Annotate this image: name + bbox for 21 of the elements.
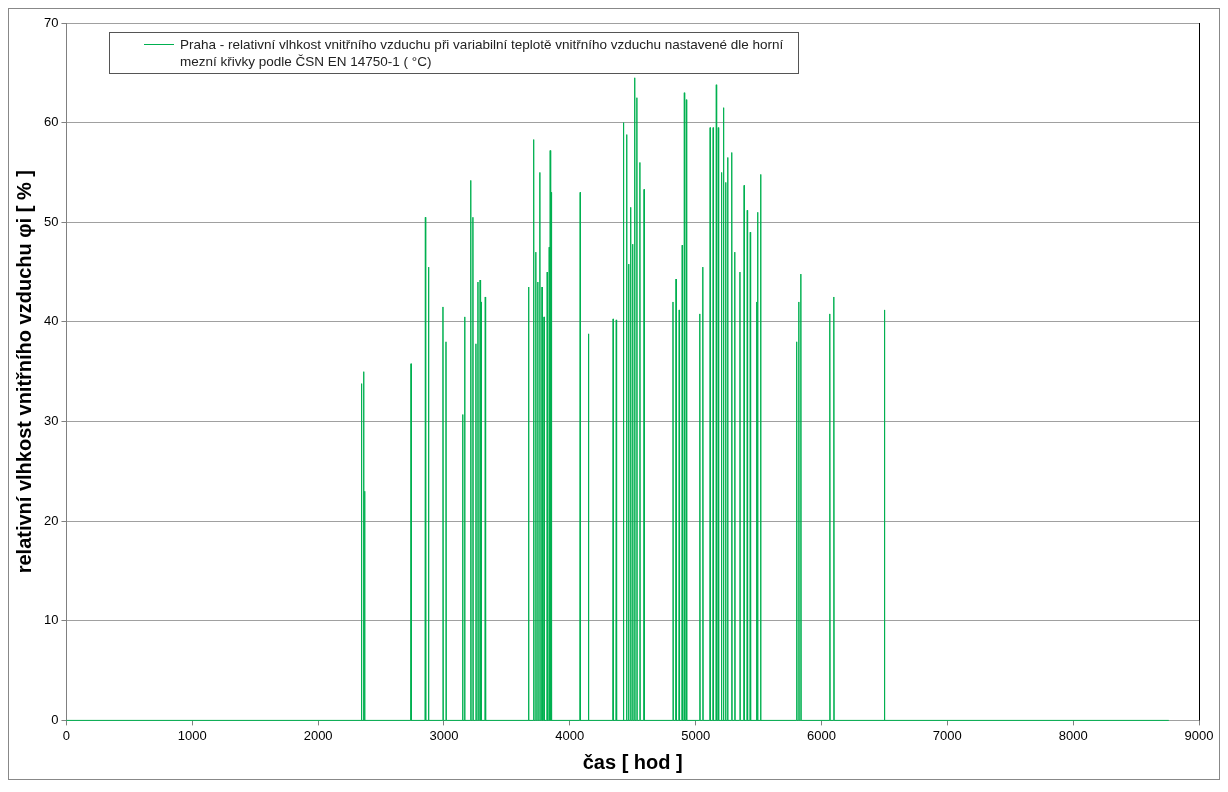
y-tick-label: 10 [43,612,59,628]
x-tick-label: 2000 [303,727,333,743]
x-tick-label: 1000 [177,727,207,743]
x-tick-label: 9000 [1184,727,1214,743]
y-tick-label: 20 [43,512,59,528]
y-axis-title: relativní vlhkost vnitřního vzduchu φi [ % ] [12,170,35,574]
x-tick-label: 8000 [1058,727,1088,743]
y-tick-label: 30 [43,413,59,429]
x-tick-label: 4000 [555,727,585,743]
y-tick-label: 70 [43,14,59,30]
y-tick-label: 40 [43,313,59,329]
y-tick-label: 0 [51,711,59,727]
x-tick-label: 6000 [807,727,836,743]
x-axis-title: čas [ hod ] [582,750,683,773]
x-tick-label: 5000 [681,727,711,743]
x-tick-label: 3000 [429,727,459,743]
y-tick-label: 60 [43,114,59,130]
x-tick-label: 0 [62,727,71,743]
x-tick-label: 7000 [932,727,962,743]
y-tick-label: 50 [43,213,59,229]
legend-label: Praha - relativní vlhkost vnitřního vzduchu při variabilní teplotě vnitřního vzduchu nastavené dle horní mezní křivky podle ČSN EN 14750-1 ( °C) [180,36,785,70]
